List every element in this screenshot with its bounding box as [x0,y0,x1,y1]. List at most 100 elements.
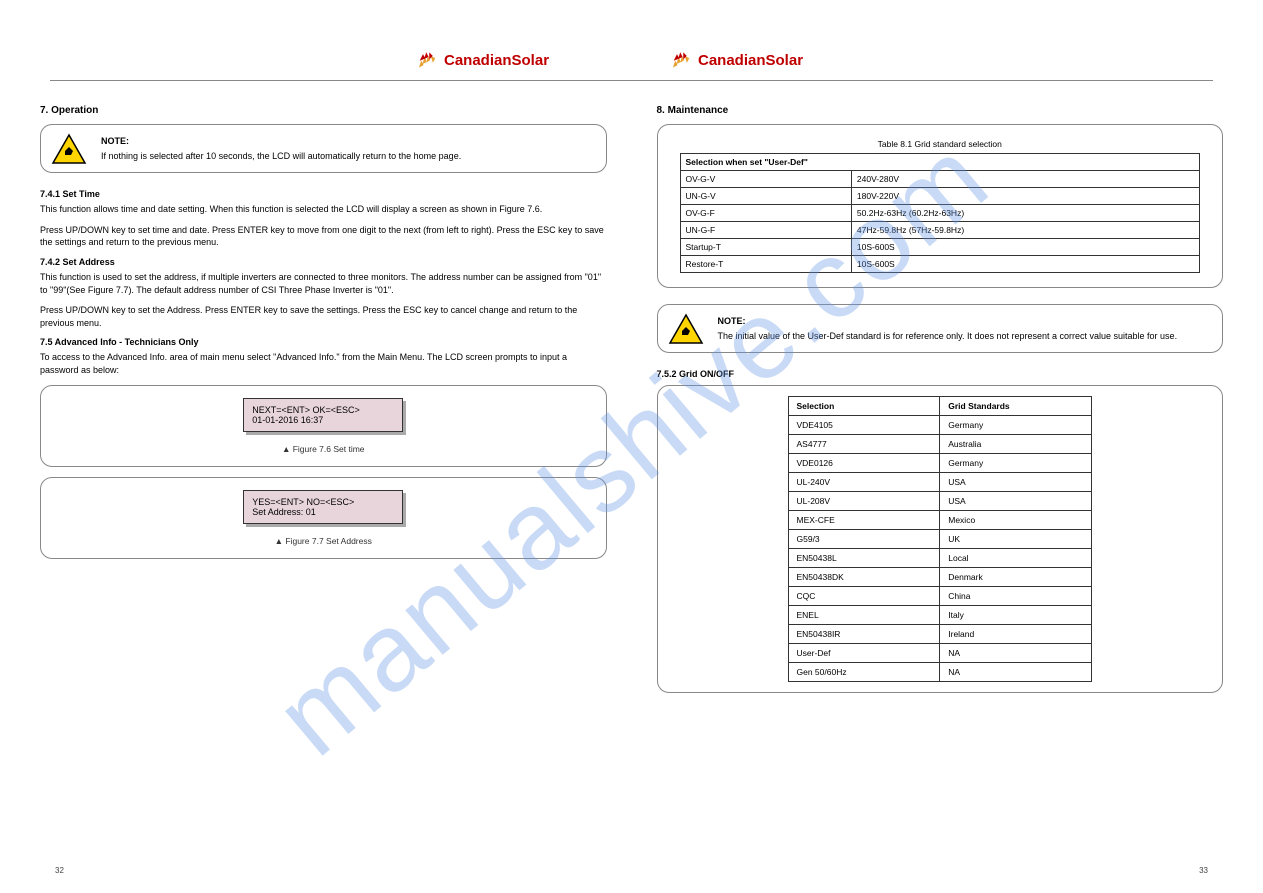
brand-text: CanadianSolar [444,52,549,69]
brand-logo-left: CanadianSolar [418,50,549,70]
table-row: ENELItaly [788,606,1092,625]
table-row: UN-G-F47Hz-59.8Hz (57Hz-59.8Hz) [680,222,1200,239]
table-row: UL-240VUSA [788,473,1092,492]
page-title-right: 8. Maintenance [657,105,1224,116]
table-row: Restore-T10S-600S [680,256,1200,273]
table-cell: Restore-T [680,256,851,273]
lcd-line: NEXT=<ENT> OK=<ESC> [252,405,394,415]
note-body: If nothing is selected after 10 seconds,… [101,151,461,161]
table-cell: 50.2Hz-63Hz (60.2Hz-63Hz) [851,205,1199,222]
table-header-cell: Grid Standards [940,397,1092,416]
table-caption: Table 8.1 Grid standard selection [680,139,1201,149]
table-cell: USA [940,492,1092,511]
table-cell: VDE4105 [788,416,940,435]
table-row: Gen 50/60HzNA [788,663,1092,682]
table-cell: NA [940,644,1092,663]
paragraph-text: Press UP/DOWN key to set time and date. … [40,224,607,249]
sun-icon [418,50,438,70]
table-cell: Ireland [940,625,1092,644]
header-divider [50,80,1213,81]
grid-standard-table: Selection when set "User-Def" OV-G-V240V… [680,153,1201,273]
table-8-1-box: Table 8.1 Grid standard selection Select… [657,124,1224,288]
page-header: CanadianSolar CanadianSolar [0,0,1263,85]
note-icon [51,133,87,165]
table-cell: 240V-280V [851,171,1199,188]
table-row: CQCChina [788,587,1092,606]
lcd-screen: NEXT=<ENT> OK=<ESC> 01-01-2016 16:37 [243,398,403,432]
lcd-screen: YES=<ENT> NO=<ESC> Set Address: 01 [243,490,403,524]
table-cell: 47Hz-59.8Hz (57Hz-59.8Hz) [851,222,1199,239]
table-cell: EN50438DK [788,568,940,587]
standards-table-box: Selection Grid Standards VDE4105GermanyA… [657,385,1224,693]
table-cell: OV-G-F [680,205,851,222]
lcd-line: Set Address: 01 [252,507,394,517]
table-cell: 180V-220V [851,188,1199,205]
table-row: OV-G-V240V-280V [680,171,1200,188]
note-title: NOTE: [718,315,1209,328]
section-title-advanced-info: 7.5 Advanced Info - Technicians Only [40,337,607,347]
table-row: VDE0126Germany [788,454,1092,473]
paragraph-text: This function is used to set the address… [40,271,607,296]
note-box-left: NOTE: If nothing is selected after 10 se… [40,124,607,173]
table-cell: OV-G-V [680,171,851,188]
page-title-left: 7. Operation [40,105,607,116]
lcd-line: 01-01-2016 16:37 [252,415,394,425]
section-title-grid-onoff: 7.5.2 Grid ON/OFF [657,369,1224,379]
table-cell: Mexico [940,511,1092,530]
table-row: EN50438LLocal [788,549,1092,568]
lcd-line: YES=<ENT> NO=<ESC> [252,497,394,507]
table-cell: China [940,587,1092,606]
table-row: User-DefNA [788,644,1092,663]
figure-7-7: YES=<ENT> NO=<ESC> Set Address: 01 ▲ Fig… [40,477,607,559]
paragraph-text: To access to the Advanced Info. area of … [40,351,607,376]
table-cell: EN50438IR [788,625,940,644]
table-header-cell: Selection when set "User-Def" [680,154,1200,171]
page-number-right: 33 [1199,866,1208,875]
table-cell: Local [940,549,1092,568]
note-icon [668,313,704,345]
table-row: MEX-CFEMexico [788,511,1092,530]
table-cell: CQC [788,587,940,606]
figure-caption: ▲ Figure 7.7 Set Address [53,536,594,546]
table-cell: MEX-CFE [788,511,940,530]
table-cell: User-Def [788,644,940,663]
table-row: VDE4105Germany [788,416,1092,435]
table-row: G59/3UK [788,530,1092,549]
table-cell: UN-G-V [680,188,851,205]
table-cell: 10S-600S [851,256,1199,273]
left-page-column: 7. Operation NOTE: If nothing is selecte… [40,95,607,693]
figure-7-6: NEXT=<ENT> OK=<ESC> 01-01-2016 16:37 ▲ F… [40,385,607,467]
table-row: AS4777Australia [788,435,1092,454]
table-cell: Australia [940,435,1092,454]
table-row: EN50438DKDenmark [788,568,1092,587]
table-cell: NA [940,663,1092,682]
paragraph-text: This function allows time and date setti… [40,203,607,216]
note-box-right: NOTE: The initial value of the User-Def … [657,304,1224,353]
brand-text: CanadianSolar [698,52,803,69]
standards-table: Selection Grid Standards VDE4105GermanyA… [788,396,1093,682]
table-row: Startup-T10S-600S [680,239,1200,256]
figure-caption: ▲ Figure 7.6 Set time [53,444,594,454]
table-cell: Gen 50/60Hz [788,663,940,682]
table-cell: AS4777 [788,435,940,454]
table-cell: Germany [940,454,1092,473]
table-row: OV-G-F50.2Hz-63Hz (60.2Hz-63Hz) [680,205,1200,222]
brand-logo-right: CanadianSolar [672,50,803,70]
table-row: UN-G-V180V-220V [680,188,1200,205]
table-cell: G59/3 [788,530,940,549]
table-cell: UK [940,530,1092,549]
table-cell: UL-240V [788,473,940,492]
table-cell: Denmark [940,568,1092,587]
right-page-column: 8. Maintenance Table 8.1 Grid standard s… [657,95,1224,693]
table-cell: Italy [940,606,1092,625]
table-cell: ENEL [788,606,940,625]
sun-icon [672,50,692,70]
table-cell: VDE0126 [788,454,940,473]
table-row: EN50438IRIreland [788,625,1092,644]
table-cell: USA [940,473,1092,492]
note-title: NOTE: [101,135,592,148]
table-cell: UL-208V [788,492,940,511]
paragraph-text: Press UP/DOWN key to set the Address. Pr… [40,304,607,329]
table-cell: EN50438L [788,549,940,568]
table-cell: Startup-T [680,239,851,256]
